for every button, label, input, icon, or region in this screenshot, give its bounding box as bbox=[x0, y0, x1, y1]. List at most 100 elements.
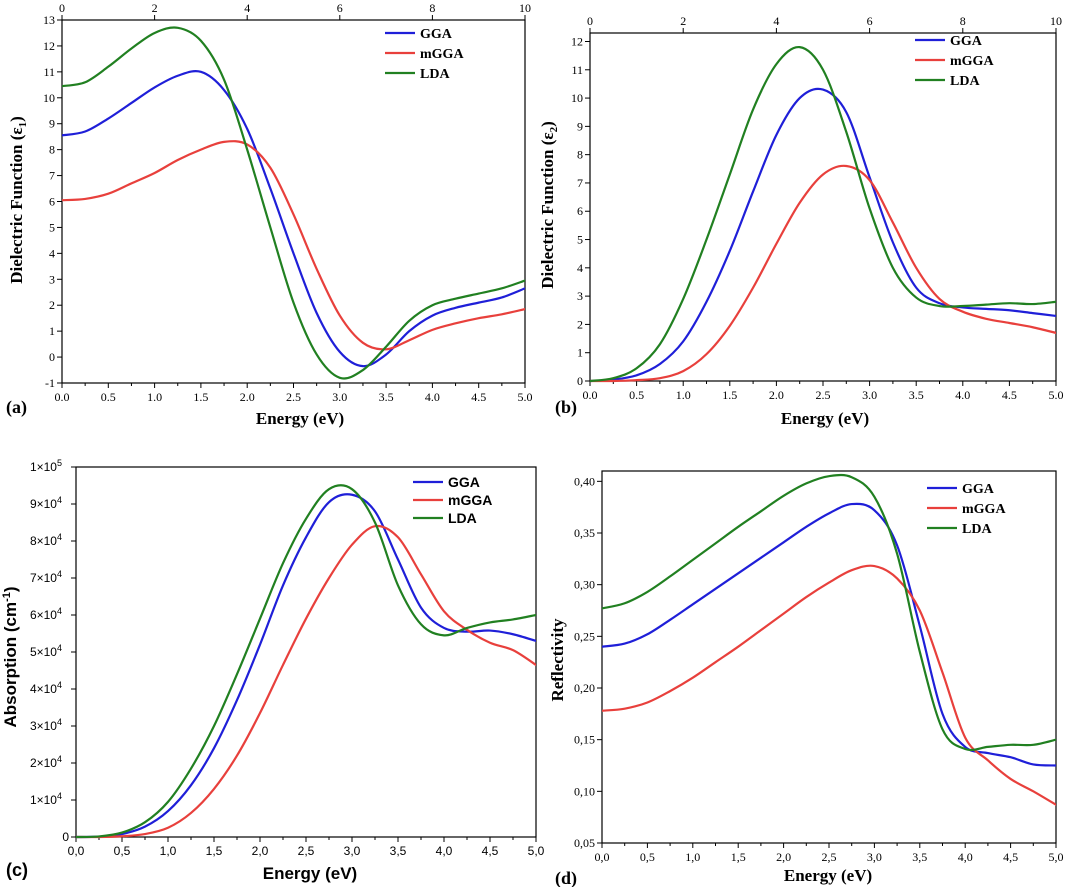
x-tick-label: 2.0 bbox=[769, 388, 784, 402]
y-tick-label: 2×104 bbox=[30, 754, 62, 770]
x-tick-label: 3,5 bbox=[390, 844, 407, 858]
x-axis-title: Energy (eV) bbox=[784, 866, 872, 885]
x-tick-label: 1.0 bbox=[676, 388, 691, 402]
legend-label-lda: LDA bbox=[950, 74, 980, 89]
y-tick-label: -1 bbox=[45, 376, 55, 390]
x-axis-title: Energy (eV) bbox=[263, 864, 357, 883]
y-tick-label: 3×104 bbox=[30, 717, 62, 733]
x-tick-label: 2,0 bbox=[252, 844, 269, 858]
y-tick-label: 13 bbox=[43, 13, 55, 27]
x-tick-label: 4.0 bbox=[955, 388, 970, 402]
x-tick-label: 1.0 bbox=[147, 390, 162, 404]
y-tick-label: 7 bbox=[49, 169, 55, 183]
chart-panel-b: 0.0 0.5 1.0 1.5 2.0 2.5 3.0 3.5 4.0 4.5 5.00 2 4 6 8 10… bbox=[538, 14, 1064, 428]
top-tick-label: 4 bbox=[773, 14, 779, 28]
series-line-mgga bbox=[590, 164, 1056, 383]
series-line-mgga bbox=[602, 564, 1056, 806]
y-axis-title: Reflectivity bbox=[548, 618, 567, 702]
x-tick-label: 0,0 bbox=[595, 850, 610, 864]
x-tick-label: 1.5 bbox=[722, 388, 737, 402]
y-tick-label: 6 bbox=[577, 204, 583, 218]
x-tick-label: 5.0 bbox=[518, 390, 533, 404]
top-tick-label: 0 bbox=[587, 14, 593, 28]
series-line-mgga bbox=[76, 524, 536, 839]
x-tick-label: 3.0 bbox=[862, 388, 877, 402]
x-tick-label: 3.0 bbox=[332, 390, 347, 404]
x-tick-label: 1,5 bbox=[206, 844, 223, 858]
legend-label-mgga: mGGA bbox=[420, 47, 464, 62]
y-tick-label: 8 bbox=[577, 148, 583, 162]
y-tick-label: 5 bbox=[49, 220, 55, 234]
y-tick-label: 8×104 bbox=[30, 532, 62, 548]
y-tick-label: 7×104 bbox=[30, 569, 62, 585]
y-axis-title: Absorption (cm-1) bbox=[1, 586, 20, 727]
y-tick-label: 1 bbox=[49, 324, 55, 338]
y-axis-title: Dielectric Function (ε1) bbox=[7, 116, 29, 284]
panel-label: (d) bbox=[555, 868, 577, 887]
y-tick-label: 3 bbox=[49, 272, 55, 286]
series-line-lda bbox=[76, 484, 536, 839]
plot-frame bbox=[61, 19, 526, 384]
panel-label: (b) bbox=[555, 397, 577, 418]
legend-label-lda: LDA bbox=[962, 522, 992, 537]
x-tick-label: 4,5 bbox=[482, 844, 499, 858]
x-tick-label: 3,0 bbox=[344, 844, 361, 858]
y-tick-label: 5 bbox=[577, 233, 583, 247]
y-tick-label: 0,30 bbox=[574, 578, 595, 592]
y-tick-label: 8 bbox=[49, 143, 55, 157]
chart-panel-c: 0,0 0,5 1,0 1,5 2,0 2,5 3,0 3,5 4,0 4,5 5,0 0 1×104 2… bbox=[1, 458, 545, 883]
y-tick-label: 5×104 bbox=[30, 643, 62, 659]
y-tick-label: 11 bbox=[43, 65, 55, 79]
series-line-gga bbox=[76, 493, 536, 839]
y-tick-label: 9 bbox=[577, 119, 583, 133]
y-tick-label: 2 bbox=[577, 317, 583, 331]
y-tick-label: 1×105 bbox=[30, 458, 62, 474]
y-tick-label: 0,05 bbox=[574, 836, 595, 850]
legend-label-lda: LDA bbox=[448, 510, 477, 526]
y-tick-label: 2 bbox=[49, 298, 55, 312]
top-tick-label: 10 bbox=[1050, 14, 1062, 28]
top-tick-label: 2 bbox=[680, 14, 686, 28]
y-tick-label: 0,40 bbox=[574, 474, 595, 488]
x-tick-label: 2,0 bbox=[776, 850, 791, 864]
y-tick-label: 12 bbox=[571, 34, 583, 48]
series-group bbox=[62, 26, 525, 380]
y-tick-label: 0 bbox=[577, 374, 583, 388]
y-tick-label: 6 bbox=[49, 195, 55, 209]
x-tick-label: 1.5 bbox=[193, 390, 208, 404]
x-tick-label: 1,0 bbox=[685, 850, 700, 864]
top-tick-label: 6 bbox=[337, 1, 343, 15]
y-tick-label: 0,10 bbox=[574, 784, 595, 798]
series-line-gga bbox=[62, 69, 525, 368]
y-tick-label: 0,20 bbox=[574, 681, 595, 695]
top-tick-label: 8 bbox=[429, 1, 435, 15]
x-tick-label: 4.0 bbox=[425, 390, 440, 404]
y-tick-label: 1×104 bbox=[30, 791, 62, 807]
chart-panel-a: 0.0 0.5 1.0 1.5 2.0 2.5 3.0 3.5 4.0 4.5 5.00 2 4 6 8 10… bbox=[6, 1, 533, 428]
x-tick-label: 3.5 bbox=[909, 388, 924, 402]
y-tick-label: 10 bbox=[43, 91, 55, 105]
legend-label-mgga: mGGA bbox=[950, 54, 994, 69]
y-tick-label: 9×104 bbox=[30, 495, 62, 511]
y-tick-label: 10 bbox=[571, 91, 583, 105]
y-axis-title: Dielectric Function (ε2) bbox=[538, 121, 560, 289]
x-axis-title: Energy (eV) bbox=[781, 409, 869, 428]
series-line-lda bbox=[590, 46, 1056, 383]
x-tick-label: 2.0 bbox=[240, 390, 255, 404]
x-tick-label: 5.0 bbox=[1049, 388, 1064, 402]
chart-panel-d: 0,0 0,5 1,0 1,5 2,0 2,5 3,0 3,5 4,0 4,5 5,0 0,05 0,1… bbox=[548, 470, 1064, 887]
x-tick-label: 4.5 bbox=[1002, 388, 1017, 402]
top-tick-label: 0 bbox=[59, 1, 65, 15]
x-tick-label: 3,5 bbox=[912, 850, 927, 864]
x-tick-label: 3,0 bbox=[867, 850, 882, 864]
series-line-gga bbox=[590, 87, 1056, 383]
series-line-lda bbox=[602, 473, 1056, 752]
y-tick-label: 0 bbox=[49, 350, 55, 364]
x-tick-label: 4.5 bbox=[471, 390, 486, 404]
y-tick-label: 3 bbox=[577, 289, 583, 303]
series-group bbox=[590, 46, 1056, 383]
x-tick-label: 2.5 bbox=[816, 388, 831, 402]
y-tick-label: 11 bbox=[571, 63, 583, 77]
x-tick-label: 4,0 bbox=[958, 850, 973, 864]
